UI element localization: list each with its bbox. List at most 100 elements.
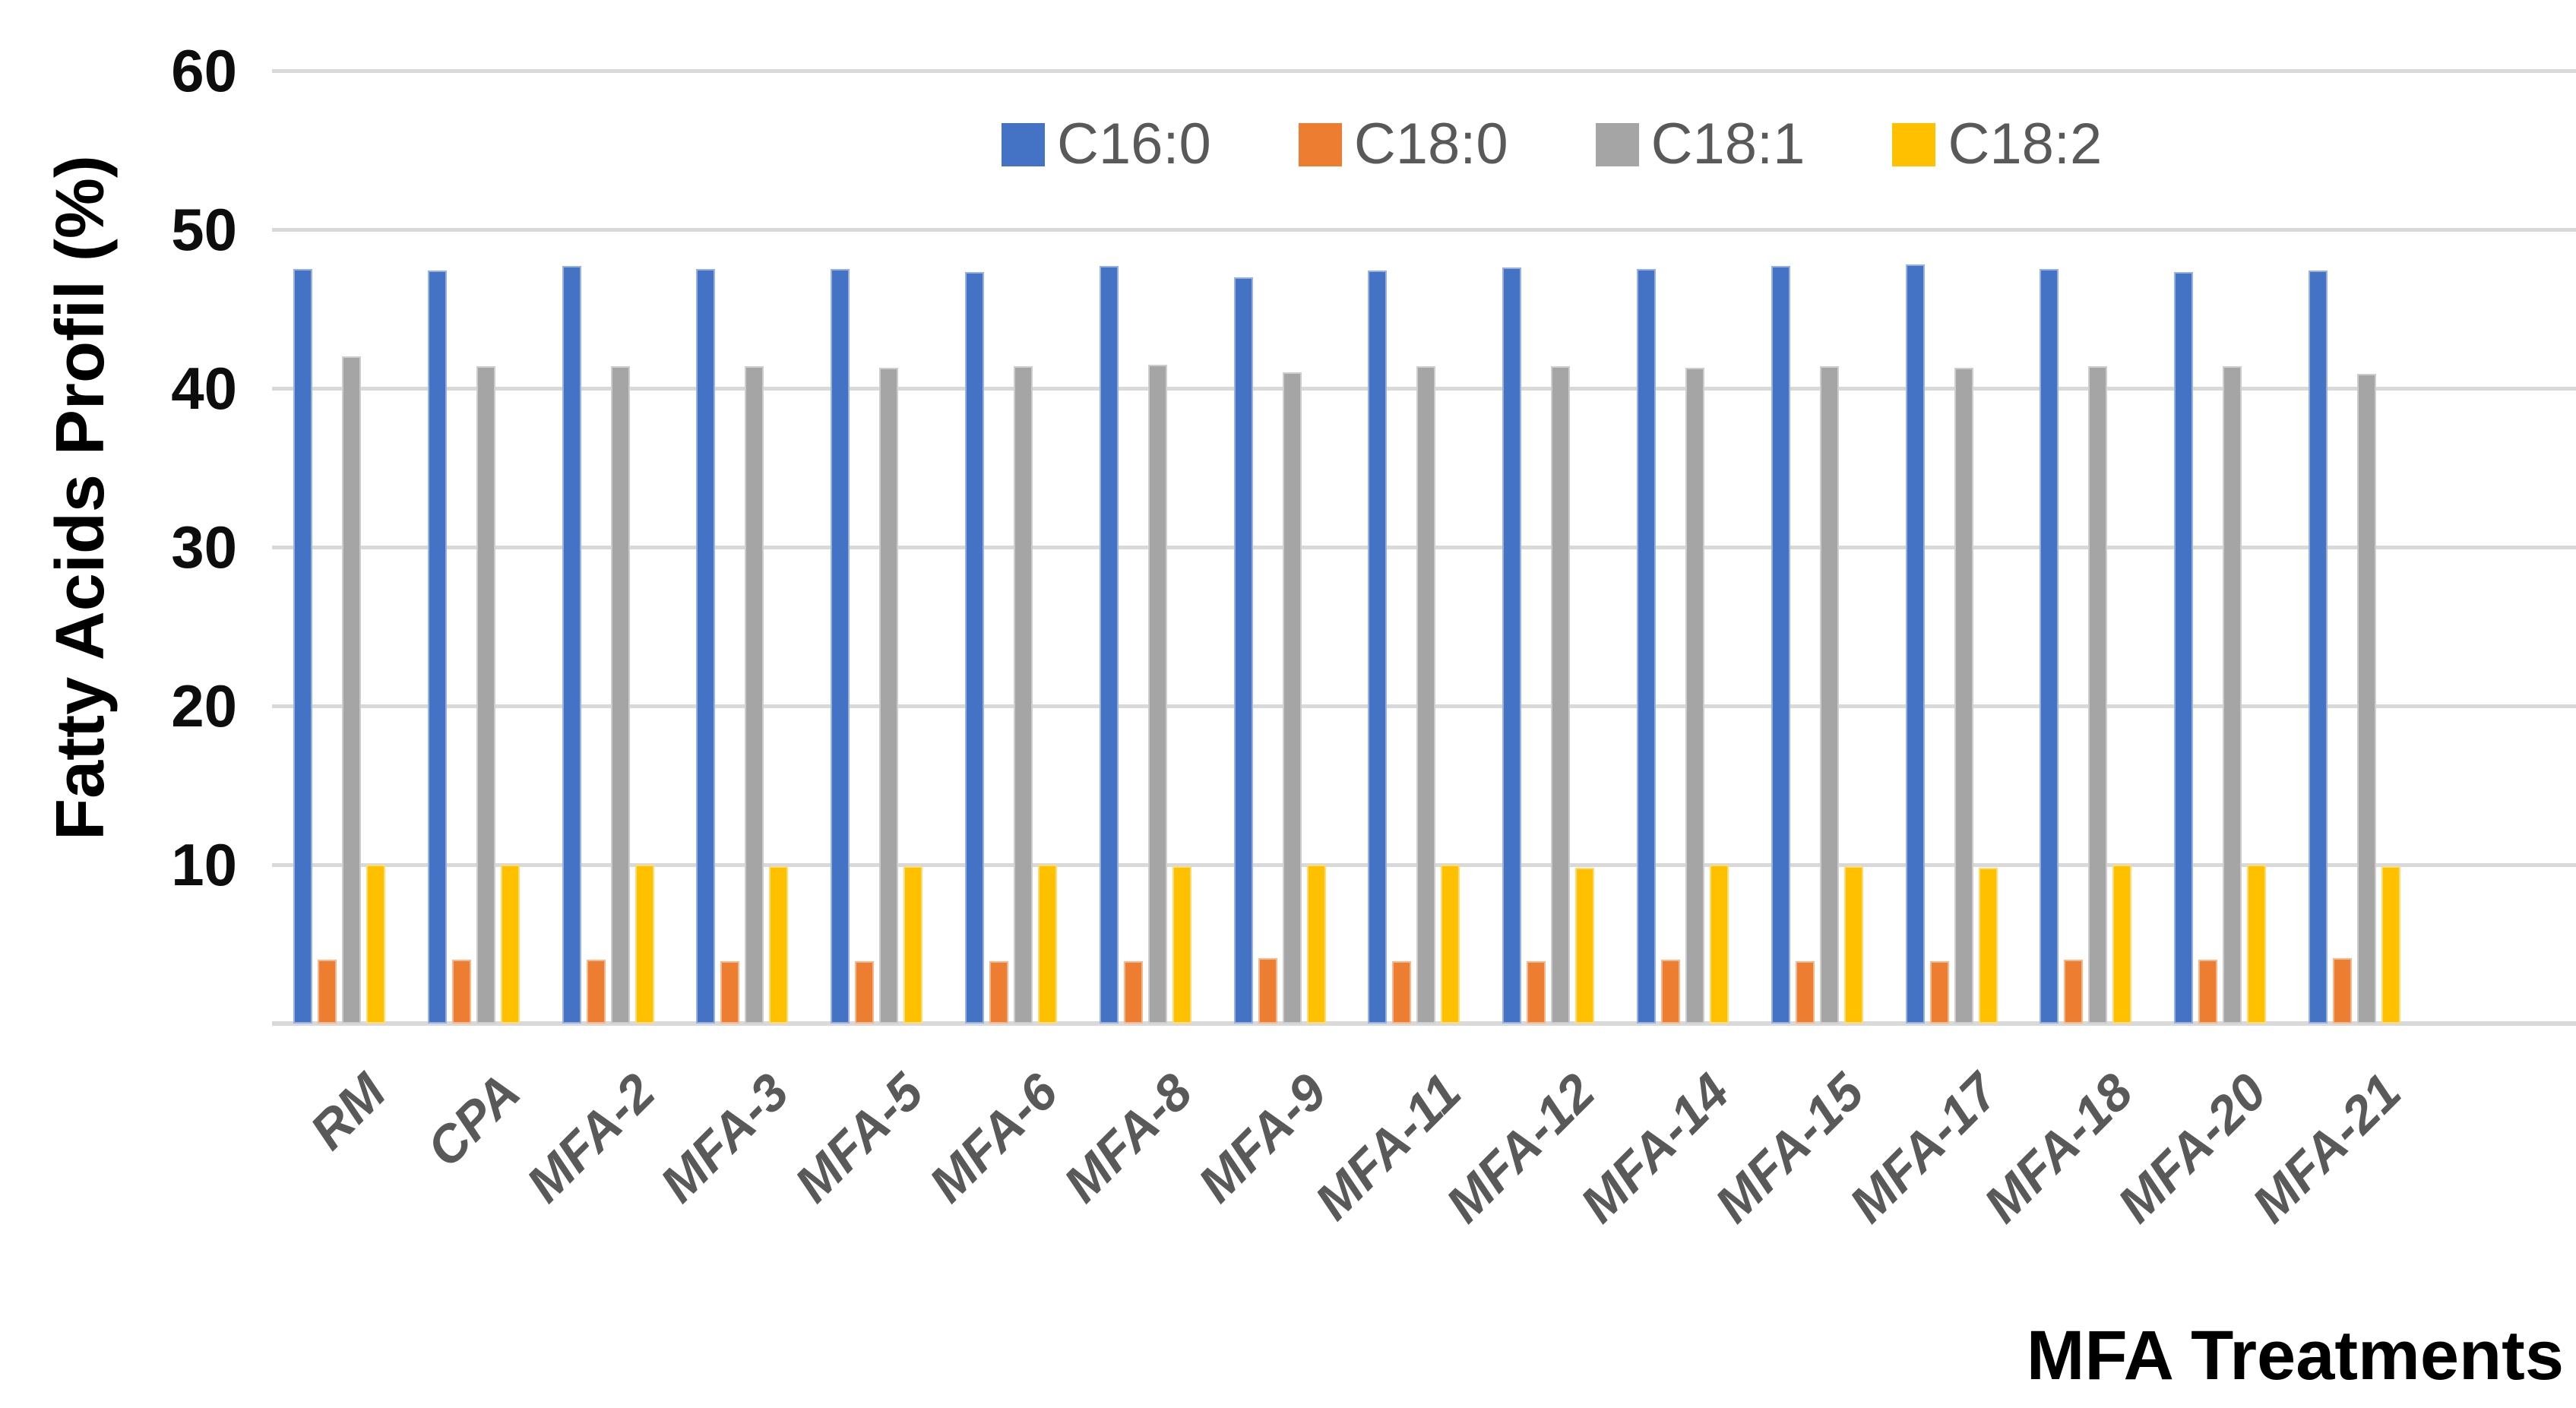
bar-c180-cpa: [451, 960, 471, 1024]
x-category-label-mfa-14: MFA-14: [1569, 1062, 1741, 1234]
legend-item-c181: C18:1: [1595, 112, 1805, 176]
bar-c182-mfa-11: [1441, 865, 1460, 1024]
x-category-label-rm: RM: [299, 1062, 397, 1161]
x-category-label-mfa-2: MFA-2: [515, 1062, 666, 1213]
legend: C16:0 C18:0 C18:1 C18:2: [1002, 115, 2102, 173]
bar-c180-mfa-3: [720, 961, 740, 1024]
bar-c180-mfa-8: [1123, 961, 1143, 1024]
legend-label: C18:1: [1650, 112, 1805, 176]
legend-label: C18:0: [1353, 112, 1508, 176]
x-category-label-mfa-17: MFA-17: [1838, 1062, 2010, 1234]
bar-c160-rm: [293, 269, 312, 1024]
bar-c160-mfa-6: [965, 272, 984, 1024]
x-category-label-mfa-18: MFA-18: [1973, 1062, 2144, 1234]
bar-c182-mfa-2: [635, 865, 654, 1024]
legend-item-c160: C16:0: [1002, 115, 1211, 173]
bar-c182-rm: [366, 865, 385, 1024]
y-tick-label-30: 30: [171, 514, 237, 581]
y-tick-label-10: 10: [171, 831, 237, 898]
x-category-label-mfa-21: MFA-21: [2241, 1062, 2413, 1234]
bar-c182-mfa-6: [1038, 865, 1057, 1024]
x-axis-line: [272, 1021, 2576, 1026]
bar-c160-mfa-11: [1368, 271, 1388, 1024]
bar-c181-mfa-2: [610, 366, 630, 1024]
bar-c181-mfa-11: [1416, 366, 1436, 1024]
x-category-label-mfa-12: MFA-12: [1435, 1062, 1606, 1234]
bar-c182-mfa-14: [1710, 865, 1729, 1024]
bar-c180-mfa-12: [1527, 961, 1546, 1024]
bar-c160-mfa-9: [1233, 277, 1253, 1024]
x-category-label-mfa-11: MFA-11: [1303, 1062, 1472, 1231]
bar-c182-mfa-8: [1172, 866, 1191, 1024]
bar-c181-mfa-3: [745, 366, 764, 1024]
bar-c181-rm: [342, 356, 361, 1024]
y-tick-label-60: 60: [171, 37, 237, 104]
bar-c160-mfa-21: [2309, 271, 2328, 1024]
gridline-y50: [272, 228, 2576, 232]
bar-c181-mfa-8: [1147, 365, 1167, 1024]
bar-c181-mfa-12: [1551, 366, 1571, 1024]
bar-c160-mfa-12: [1502, 267, 1522, 1024]
bar-c180-mfa-15: [1795, 961, 1815, 1024]
bar-c181-mfa-9: [1282, 372, 1302, 1024]
x-axis-title: MFA Treatments: [2026, 1317, 2564, 1394]
bar-c180-mfa-17: [1929, 961, 1949, 1024]
bar-c182-mfa-9: [1306, 865, 1326, 1024]
bar-c180-mfa-18: [2064, 960, 2084, 1024]
bar-c182-mfa-18: [2112, 865, 2132, 1024]
bar-c160-mfa-5: [831, 269, 850, 1024]
bar-c180-mfa-21: [2333, 958, 2352, 1024]
x-category-label-mfa-6: MFA-6: [918, 1062, 1069, 1213]
bar-c180-mfa-11: [1392, 961, 1412, 1024]
bar-c181-mfa-17: [1954, 368, 1973, 1024]
bar-c182-cpa: [500, 865, 520, 1024]
legend-label: C16:0: [1057, 112, 1211, 176]
bar-c180-rm: [318, 960, 337, 1024]
x-category-label-mfa-8: MFA-8: [1052, 1062, 1204, 1213]
bar-c181-mfa-5: [879, 368, 899, 1024]
bar-c181-mfa-18: [2088, 366, 2108, 1024]
bar-c182-mfa-17: [1978, 868, 1998, 1024]
x-category-label-cpa: CPA: [416, 1062, 532, 1179]
legend-swatch-icon: [1298, 122, 1342, 166]
bar-c182-mfa-5: [903, 866, 923, 1024]
bar-c180-mfa-5: [855, 961, 875, 1024]
bar-c182-mfa-20: [2247, 865, 2267, 1024]
bar-c180-mfa-9: [1258, 958, 1277, 1024]
legend-swatch-icon: [1892, 122, 1936, 166]
bar-c160-mfa-15: [1771, 266, 1790, 1024]
bar-c160-mfa-8: [1099, 266, 1119, 1024]
bar-c181-mfa-20: [2223, 366, 2242, 1024]
bar-c182-mfa-21: [2381, 866, 2400, 1024]
bar-c181-mfa-14: [1685, 368, 1704, 1024]
legend-swatch-icon: [1595, 122, 1639, 166]
bar-c181-mfa-6: [1014, 366, 1033, 1024]
gridline-y60: [272, 69, 2576, 73]
legend-label: C18:2: [1948, 112, 2103, 176]
bar-c160-mfa-17: [1905, 264, 1925, 1024]
bar-c182-mfa-15: [1843, 866, 1863, 1024]
bar-c181-mfa-15: [1819, 366, 1839, 1024]
bar-c160-mfa-3: [696, 269, 716, 1024]
y-tick-label-50: 50: [171, 196, 237, 263]
x-category-label-mfa-5: MFA-5: [783, 1062, 935, 1213]
bar-c181-mfa-21: [2357, 374, 2376, 1024]
bar-c181-cpa: [476, 366, 495, 1024]
x-category-label-mfa-20: MFA-20: [2106, 1062, 2278, 1234]
plot-area: [272, 0, 2576, 1028]
bar-c180-mfa-6: [989, 961, 1008, 1024]
bar-c160-mfa-14: [1637, 269, 1656, 1024]
bar-c180-mfa-2: [586, 960, 606, 1024]
bar-c182-mfa-12: [1575, 868, 1595, 1024]
bar-c160-cpa: [427, 271, 447, 1024]
bar-c180-mfa-20: [2198, 960, 2218, 1024]
legend-swatch-icon: [1002, 122, 1045, 166]
x-category-label-mfa-3: MFA-3: [649, 1062, 800, 1213]
legend-item-c182: C18:2: [1892, 115, 2102, 173]
y-tick-label-20: 20: [171, 672, 237, 739]
bar-c160-mfa-2: [562, 266, 581, 1024]
y-tick-label-40: 40: [171, 355, 237, 422]
bar-c180-mfa-14: [1661, 960, 1680, 1024]
x-category-label-mfa-15: MFA-15: [1704, 1062, 1875, 1234]
